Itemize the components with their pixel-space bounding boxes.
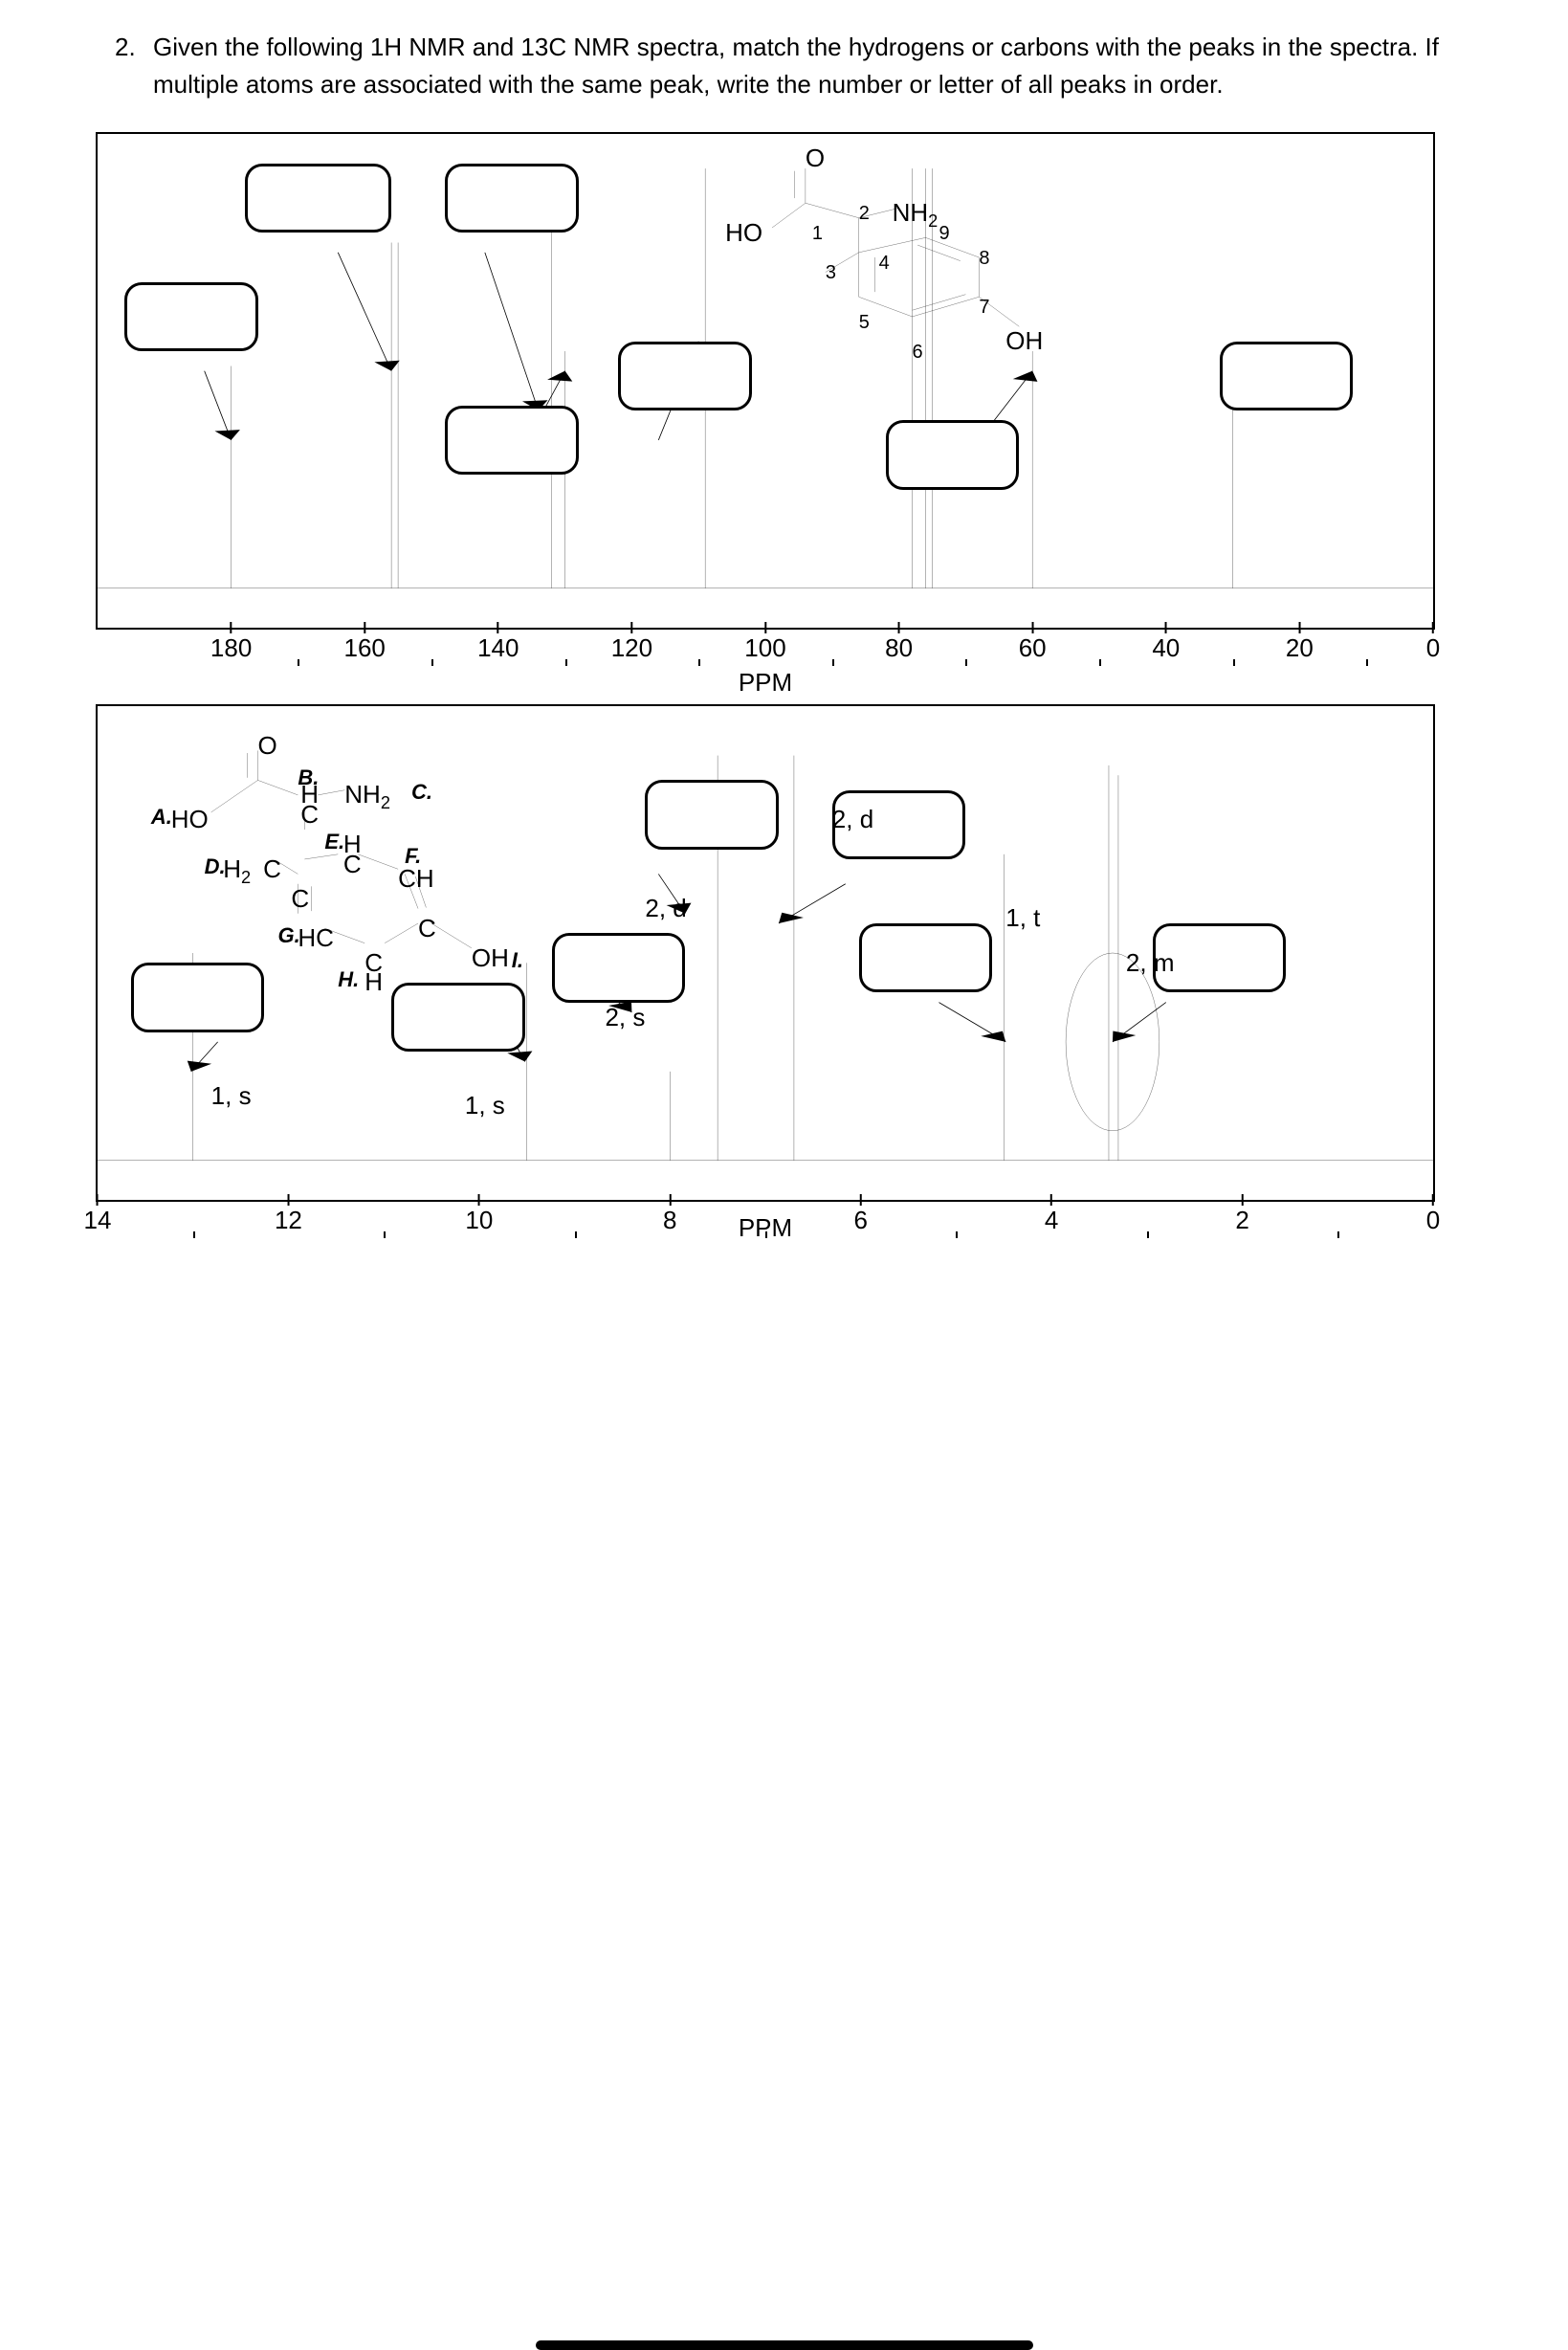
molecule-label: 1	[812, 223, 823, 245]
answer-box[interactable]	[245, 164, 392, 233]
molecule-label: H2	[223, 854, 251, 888]
answer-box[interactable]	[618, 342, 752, 410]
answer-box[interactable]	[552, 933, 686, 1002]
molecule-label: 3	[826, 262, 836, 284]
page: 2. Given the following 1H NMR and 13C NM…	[0, 0, 1568, 1278]
h1-axis-label: PPM	[739, 1213, 792, 1243]
answer-box[interactable]	[131, 963, 265, 1031]
c13-spectrum: HOONH2OH123456789 1801601401201008060402…	[96, 132, 1435, 630]
peak-annotation: 2, m	[1126, 948, 1175, 978]
molecule-label: HO	[725, 218, 762, 248]
molecule-label: 2	[859, 203, 870, 225]
answer-box[interactable]	[886, 420, 1020, 489]
molecule-label: OH	[1005, 326, 1043, 356]
molecule-label: 5	[859, 312, 870, 334]
home-indicator	[536, 2340, 1033, 2350]
molecule-label: NH2	[344, 780, 390, 813]
molecule-label: 6	[913, 342, 923, 364]
peak-annotation: 1, s	[465, 1091, 505, 1120]
question-number: 2.	[115, 29, 153, 66]
question-text: Given the following 1H NMR and 13C NMR s…	[153, 29, 1453, 103]
molecule-label: G.	[277, 923, 299, 948]
molecule-label: A.	[151, 805, 172, 830]
molecule-label: I.	[512, 948, 523, 973]
molecule-label: H	[364, 967, 383, 997]
molecule-label: 4	[879, 253, 890, 275]
question-block: 2. Given the following 1H NMR and 13C NM…	[115, 29, 1453, 103]
molecule-label: HO	[171, 805, 209, 834]
molecule-label: C	[300, 800, 319, 830]
answer-box[interactable]	[859, 923, 993, 992]
molecule-label: 9	[939, 223, 949, 245]
peak-annotation: 1, s	[211, 1081, 252, 1111]
molecule-label: C	[418, 914, 436, 943]
molecule-label: C.	[411, 780, 432, 805]
molecule-label: HC	[298, 923, 334, 953]
molecule-label: NH2	[893, 198, 939, 232]
molecule-label: E.	[324, 830, 344, 854]
peak-annotation: 1, t	[1005, 903, 1040, 933]
answer-box[interactable]	[391, 983, 525, 1052]
molecule-label: CH	[398, 864, 434, 894]
answer-box[interactable]	[124, 282, 258, 351]
c13-axis-label: PPM	[739, 668, 792, 698]
answer-box[interactable]	[445, 406, 579, 475]
peak-annotation: 2, d	[645, 894, 686, 923]
molecule-label: O	[258, 731, 277, 761]
answer-box[interactable]	[1220, 342, 1354, 410]
h1-spectrum: 1, s1, s2, s2, d2, d1, t2, mA.HOOB.HCNH2…	[96, 704, 1435, 1202]
molecule-label: C	[263, 854, 281, 884]
molecule-label: C	[343, 850, 362, 879]
molecule-label: OH	[472, 943, 509, 973]
answer-box[interactable]	[645, 780, 779, 849]
molecule-label: C	[291, 884, 309, 914]
peak-annotation: 2, s	[605, 1003, 645, 1032]
molecule-label: 7	[979, 297, 989, 319]
molecule-label: O	[806, 144, 825, 173]
molecule-label: H.	[338, 967, 359, 992]
molecule-label: 8	[979, 248, 989, 270]
peak-annotation: 2, d	[832, 805, 873, 834]
answer-box[interactable]	[445, 164, 579, 233]
